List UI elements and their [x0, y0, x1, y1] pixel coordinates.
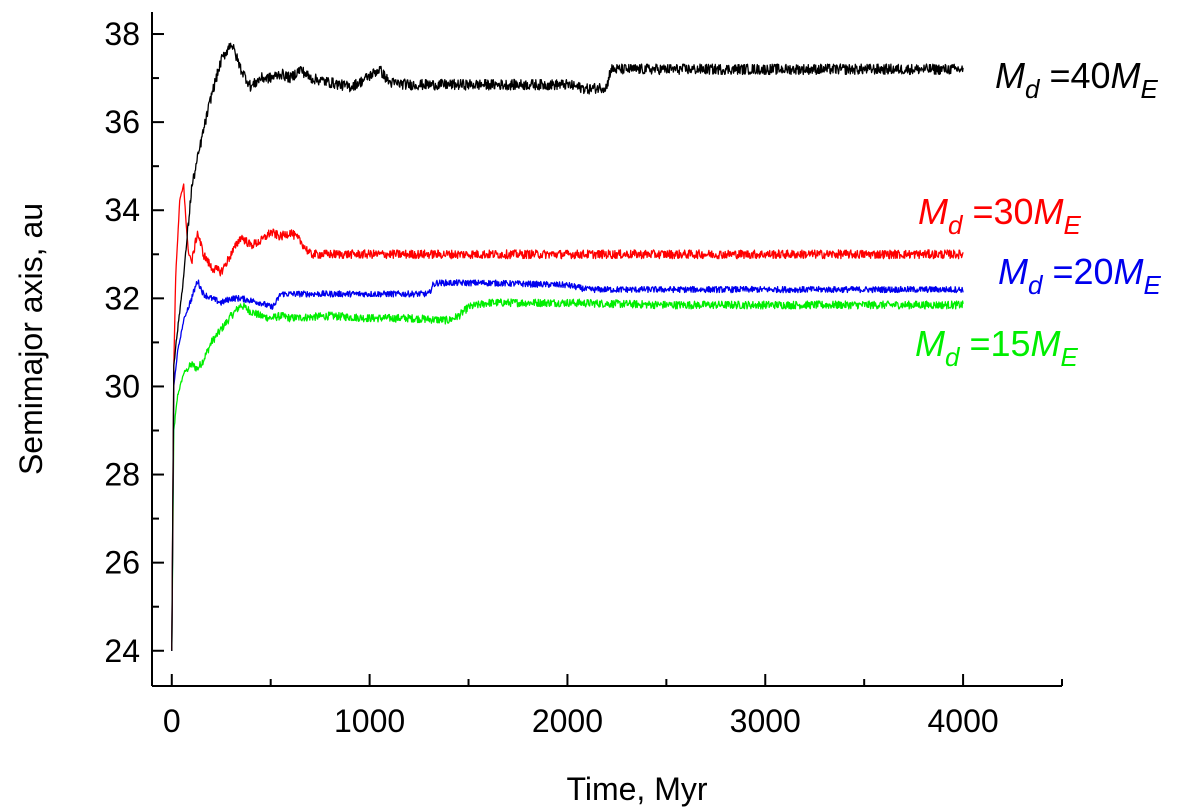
legend-label-part: M [1034, 191, 1064, 232]
series-layer [171, 42, 964, 652]
y-tick-label: 34 [104, 192, 140, 228]
legend-label-part: E [1061, 342, 1079, 372]
legend-label-part: M [915, 323, 945, 364]
legend-label-part: M [918, 191, 948, 232]
legend-label-part: =30 [962, 191, 1033, 232]
legend-label-1: Md =30ME [918, 191, 1082, 240]
axes-layer [151, 12, 1063, 687]
series-line-1 [171, 183, 964, 651]
y-tick-label: 38 [104, 16, 140, 52]
legend-label-2: Md =20ME [998, 251, 1162, 300]
legend-label-part: d [1025, 74, 1041, 104]
legend-label-part: E [1064, 210, 1082, 240]
y-tick-label: 32 [104, 280, 140, 316]
legend-label-part: E [1144, 270, 1162, 300]
series-line-3 [171, 298, 964, 651]
x-tick-label: 1000 [334, 703, 405, 739]
legend-label-part: M [1111, 55, 1141, 96]
y-tick-label: 36 [104, 104, 140, 140]
y-tick-label: 26 [104, 545, 140, 581]
series-line-0 [171, 42, 964, 652]
legend-label-part: =40 [1039, 55, 1110, 96]
legend-label-part: M [1114, 251, 1144, 292]
y-tick-label: 30 [104, 368, 140, 404]
x-tick-label: 2000 [532, 703, 603, 739]
x-tick-label: 4000 [927, 703, 998, 739]
y-axis-title: Semimajor axis, au [13, 203, 49, 475]
legend-label-0: Md =40ME [995, 55, 1159, 104]
legend-label-part: d [948, 210, 964, 240]
series-line-2 [171, 279, 964, 651]
legend-label-part: M [995, 55, 1025, 96]
legend-label-3: Md =15ME [915, 323, 1079, 372]
x-axis-title: Time, Myr [566, 771, 707, 807]
legend-label-part: d [945, 342, 961, 372]
y-tick-label: 28 [104, 457, 140, 493]
legend-label-part: =20 [1042, 251, 1113, 292]
labels-layer: 24 26 28 30 32 34 36 38 0 1000 2000 3000 4000 Time, M… [13, 16, 999, 807]
x-tick-label: 0 [163, 703, 181, 739]
legend-label-part: E [1141, 74, 1159, 104]
legend-label-part: M [1031, 323, 1061, 364]
legend-label-part: M [998, 251, 1028, 292]
x-tick-label: 3000 [730, 703, 801, 739]
y-tick-label: 24 [104, 633, 140, 669]
legend-label-part: =15 [959, 323, 1030, 364]
legend-label-part: d [1028, 270, 1044, 300]
